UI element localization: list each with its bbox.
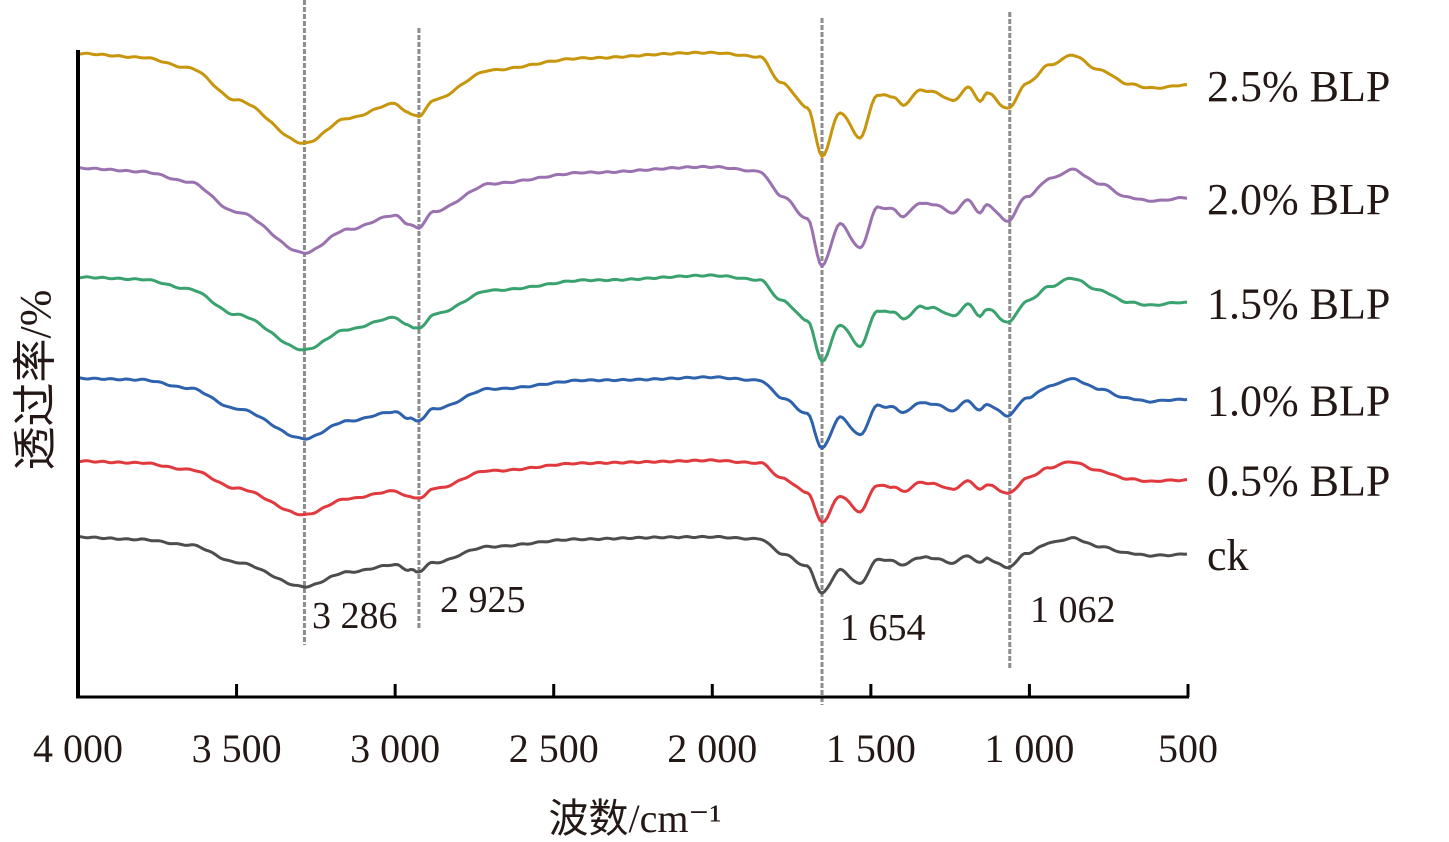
reference-line-label: 1 062 [1030, 589, 1116, 631]
series-label: 1.0% BLP [1207, 376, 1390, 425]
x-tick-label: 1 000 [984, 726, 1074, 771]
reference-line-label: 1 654 [840, 607, 926, 649]
series-line-1-5-blp [77, 273, 1188, 363]
series-labels: 2.5% BLP 2.0% BLP 1.5% BLP 1.0% BLP 0.5% BLP… [1207, 62, 1390, 580]
reference-line-label: 2 925 [440, 579, 526, 621]
x-ticks: 4 000 3 500 3 000 2 500 2 000 1 500 1 000 500 [33, 684, 1218, 771]
y-axis-title: 透过率/% [11, 290, 60, 471]
x-tick-label: 1 500 [826, 726, 916, 771]
series-label: 1.5% BLP [1207, 279, 1390, 328]
series-line-2-0-blp [78, 164, 1188, 268]
series-group [77, 50, 1188, 595]
series-line-ck [77, 534, 1188, 595]
series-label: ck [1207, 531, 1249, 580]
x-tick-label: 2 000 [667, 726, 757, 771]
x-tick-label: 4 000 [33, 726, 123, 771]
reference-lines: 3 286 2 925 1 654 1 062 [302, 0, 1116, 705]
series-label: 2.0% BLP [1207, 175, 1390, 224]
series-label: 0.5% BLP [1207, 457, 1390, 506]
x-axis-title: 波数/cm⁻¹ [548, 796, 721, 841]
series-line-0-5-blp [78, 458, 1188, 524]
reference-line-label: 3 286 [312, 595, 398, 637]
series-line-2-5-blp [78, 50, 1188, 158]
x-tick-label: 500 [1158, 726, 1218, 771]
x-tick-label: 3 000 [350, 726, 440, 771]
x-tick-label: 3 500 [192, 726, 282, 771]
x-tick-label: 2 500 [509, 726, 599, 771]
series-line-1-0-blp [77, 375, 1188, 450]
series-label: 2.5% BLP [1207, 62, 1390, 111]
